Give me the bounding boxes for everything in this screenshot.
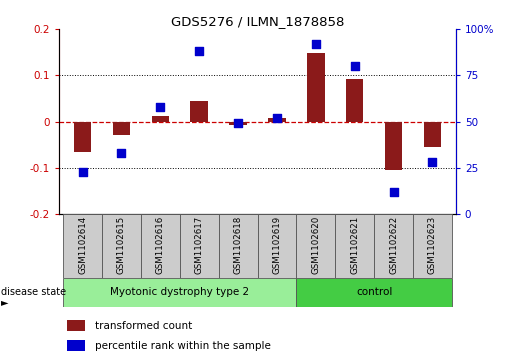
Text: GSM1102617: GSM1102617 bbox=[195, 216, 204, 274]
Text: GSM1102620: GSM1102620 bbox=[311, 216, 320, 274]
Text: control: control bbox=[356, 287, 392, 297]
Text: percentile rank within the sample: percentile rank within the sample bbox=[95, 340, 271, 351]
Bar bbox=[219, 214, 258, 278]
Bar bbox=[74, 122, 91, 152]
Point bbox=[428, 159, 437, 165]
Bar bbox=[346, 78, 364, 122]
Bar bbox=[63, 278, 296, 307]
Bar bbox=[385, 122, 402, 170]
Point bbox=[156, 104, 164, 110]
Title: GDS5276 / ILMN_1878858: GDS5276 / ILMN_1878858 bbox=[171, 15, 344, 28]
Text: GSM1102615: GSM1102615 bbox=[117, 216, 126, 274]
Bar bbox=[424, 122, 441, 147]
Bar bbox=[67, 340, 85, 351]
Bar bbox=[296, 278, 452, 307]
Point bbox=[312, 41, 320, 47]
Bar bbox=[63, 214, 102, 278]
Text: GSM1102622: GSM1102622 bbox=[389, 216, 398, 274]
Text: ►: ► bbox=[1, 297, 9, 307]
Bar bbox=[102, 214, 141, 278]
Text: GSM1102623: GSM1102623 bbox=[428, 216, 437, 274]
Point bbox=[389, 189, 398, 195]
Bar bbox=[229, 122, 247, 125]
Point bbox=[234, 121, 242, 126]
Point bbox=[273, 115, 281, 121]
Text: GSM1102614: GSM1102614 bbox=[78, 216, 87, 274]
Text: transformed count: transformed count bbox=[95, 321, 192, 331]
Bar bbox=[151, 116, 169, 122]
Bar bbox=[296, 214, 335, 278]
Bar bbox=[191, 101, 208, 122]
Point bbox=[351, 63, 359, 69]
Text: GSM1102621: GSM1102621 bbox=[350, 216, 359, 274]
Bar bbox=[374, 214, 413, 278]
Point bbox=[78, 169, 87, 175]
Bar bbox=[413, 214, 452, 278]
Bar bbox=[113, 122, 130, 135]
Point bbox=[195, 48, 203, 54]
Text: disease state: disease state bbox=[1, 287, 66, 297]
Point bbox=[117, 150, 126, 156]
Bar bbox=[67, 320, 85, 331]
Bar bbox=[268, 118, 286, 122]
Bar bbox=[141, 214, 180, 278]
Bar bbox=[180, 214, 219, 278]
Text: GSM1102618: GSM1102618 bbox=[234, 216, 243, 274]
Text: Myotonic dystrophy type 2: Myotonic dystrophy type 2 bbox=[110, 287, 249, 297]
Bar bbox=[258, 214, 296, 278]
Bar bbox=[307, 53, 324, 122]
Bar bbox=[335, 214, 374, 278]
Text: GSM1102619: GSM1102619 bbox=[272, 216, 281, 274]
Text: GSM1102616: GSM1102616 bbox=[156, 216, 165, 274]
